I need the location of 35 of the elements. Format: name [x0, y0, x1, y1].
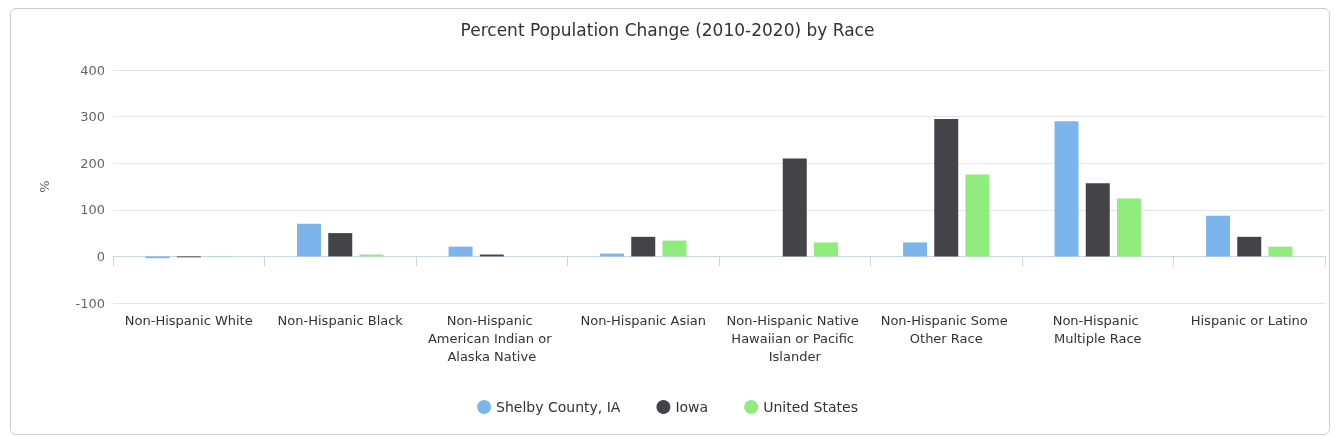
chart-title: Percent Population Change (2010-2020) by Race: [460, 19, 875, 40]
y-tick-label: 100: [80, 202, 105, 218]
bar: [813, 242, 838, 257]
y-tick-label: 300: [80, 109, 105, 125]
bar: [965, 174, 990, 257]
bar: [662, 240, 687, 257]
bar: [1054, 121, 1079, 257]
bar: [448, 246, 473, 257]
y-tick-label: 200: [80, 155, 105, 171]
bar: [1116, 198, 1141, 257]
x-tick-label: Hispanic or Latino: [1190, 312, 1308, 328]
x-tick-label: Non-Hispanic Native Hawaiian or Pacific Islander: [726, 312, 863, 364]
bar: [782, 158, 807, 257]
x-tick-label: Non-Hispanic Black: [277, 312, 404, 328]
y-tick-label: -100: [75, 295, 105, 311]
bar: [1085, 183, 1110, 257]
x-tick-label: Non-Hispanic Multiple Race: [1052, 312, 1143, 346]
bar: [934, 118, 959, 257]
bar: [297, 223, 322, 257]
y-tick-label: 0: [96, 248, 105, 264]
x-tick-label: Non-Hispanic Asian: [580, 312, 707, 328]
x-tick-label: Non-Hispanic Some Other Race: [880, 312, 1012, 346]
bar: [1237, 236, 1262, 257]
bar: [328, 233, 353, 257]
y-axis-title: %: [37, 180, 52, 193]
bar: [903, 242, 928, 257]
bar: [1206, 215, 1231, 257]
legend-label: Shelby County, IA: [496, 399, 621, 415]
bar: [631, 236, 656, 257]
bar: [1268, 246, 1293, 257]
x-tick-label: Non-Hispanic White: [124, 312, 253, 328]
x-tick-label: Non-Hispanic American Indian or Alaska Native: [427, 312, 556, 364]
y-tick-label: 400: [80, 62, 105, 78]
legend-label: United States: [763, 399, 858, 415]
legend-label: Iowa: [675, 399, 709, 415]
